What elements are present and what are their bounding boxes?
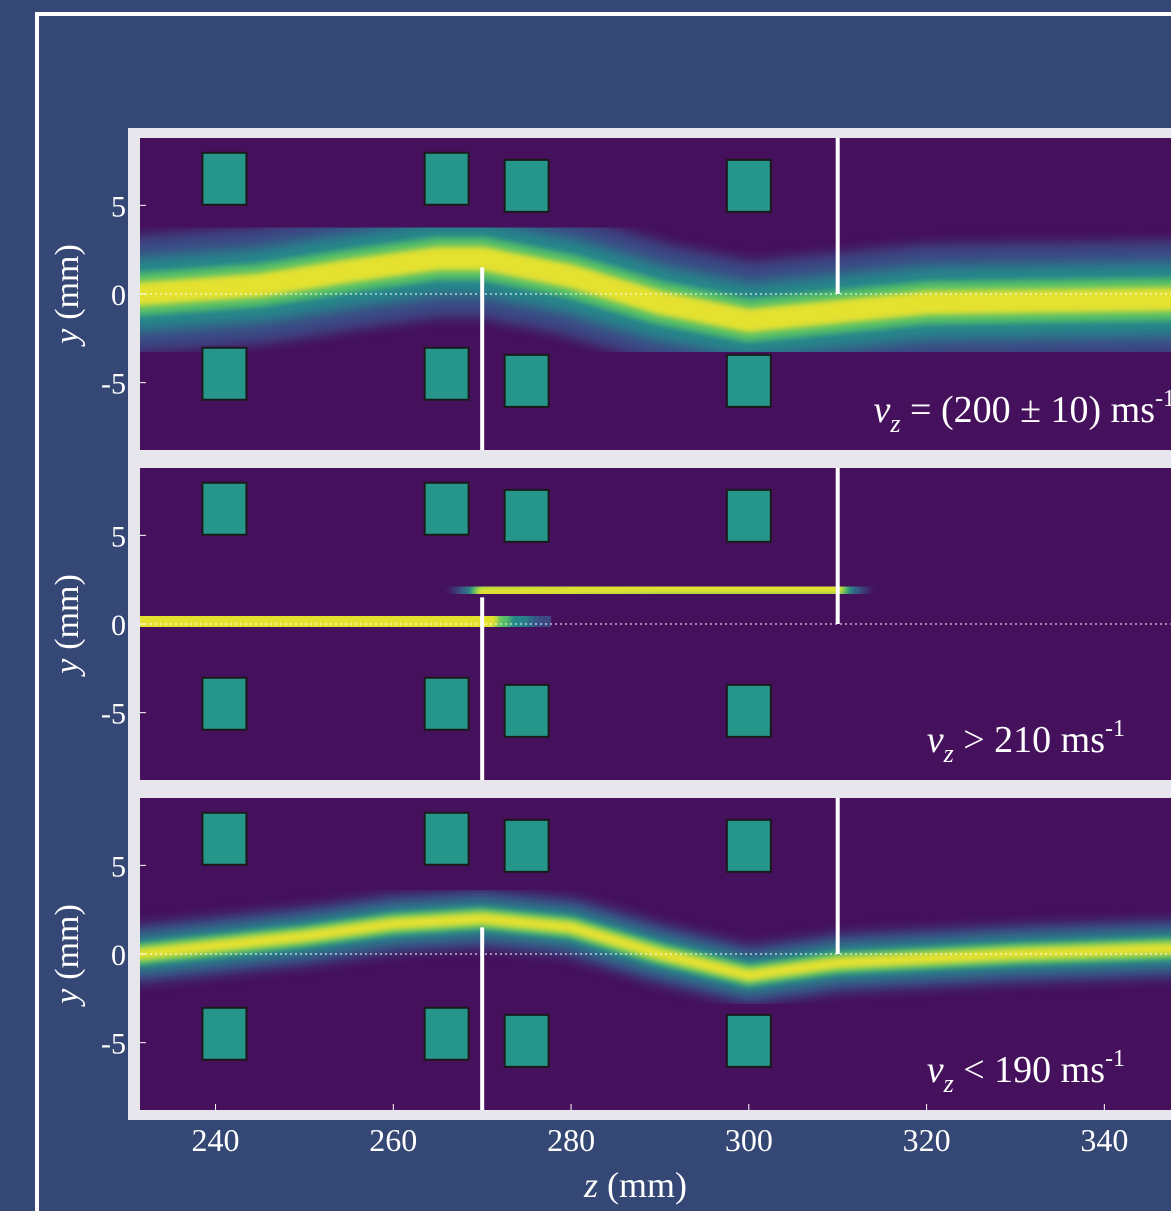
magnet bbox=[725, 683, 772, 738]
magnet bbox=[201, 481, 248, 536]
annotation-sub: z bbox=[889, 409, 900, 438]
magnet bbox=[423, 151, 470, 206]
magnet bbox=[725, 818, 772, 873]
magnet bbox=[503, 353, 550, 408]
y-tick-label: -5 bbox=[101, 368, 126, 401]
annotation-sup: -1 bbox=[1105, 1046, 1125, 1072]
magnet bbox=[503, 683, 550, 738]
y-tick-label: 5 bbox=[111, 190, 126, 223]
annotation-text: > 210 ms bbox=[954, 719, 1105, 761]
y-label: y (mm) bbox=[49, 244, 86, 347]
annotation-text: < 190 ms bbox=[954, 1049, 1105, 1091]
beam bbox=[140, 246, 1171, 333]
y-tick-label: -5 bbox=[101, 1028, 126, 1061]
x-tick-label: 320 bbox=[903, 1122, 951, 1158]
magnet bbox=[503, 158, 550, 213]
annotation: vz > 210 ms-1 bbox=[927, 716, 1125, 768]
y-tick-label: -5 bbox=[101, 698, 126, 731]
plot bbox=[140, 798, 1171, 1110]
annotation: vz = (200 ± 10) ms-1 bbox=[874, 386, 1171, 438]
poster-frame bbox=[35, 12, 1171, 1211]
plot bbox=[140, 138, 1171, 450]
magnet bbox=[503, 818, 550, 873]
y-tick-label: 0 bbox=[111, 609, 126, 642]
magnet bbox=[423, 676, 470, 731]
magnet bbox=[201, 346, 248, 401]
magnet bbox=[503, 1013, 550, 1068]
annotation-sub: z bbox=[943, 739, 954, 768]
annotation-sup: -1 bbox=[1155, 386, 1171, 412]
annotation-sup: -1 bbox=[1105, 716, 1125, 742]
y-label-var: y bbox=[49, 328, 86, 347]
magnet bbox=[201, 151, 248, 206]
magnet bbox=[725, 158, 772, 213]
magnet bbox=[423, 481, 470, 536]
annotation-var: v bbox=[874, 389, 891, 431]
x-label-unit: (mm) bbox=[607, 1165, 687, 1205]
y-label: y (mm) bbox=[49, 574, 86, 677]
y-label-unit: (mm) bbox=[49, 904, 86, 980]
beam bbox=[140, 602, 499, 640]
y-label-unit: (mm) bbox=[49, 574, 86, 650]
y-tick-label: 5 bbox=[111, 850, 126, 883]
annotation-var: v bbox=[927, 1049, 944, 1091]
y-label-var: y bbox=[49, 988, 86, 1007]
y-label-var: y bbox=[49, 658, 86, 677]
magnet bbox=[725, 1013, 772, 1068]
x-tick-label: 280 bbox=[547, 1122, 595, 1158]
annotation: vz < 190 ms-1 bbox=[927, 1046, 1125, 1098]
annotation-var: v bbox=[927, 719, 944, 761]
y-label: y (mm) bbox=[49, 904, 86, 1007]
y-tick-label: 5 bbox=[111, 520, 126, 553]
y-tick-label: 0 bbox=[111, 939, 126, 972]
magnet bbox=[503, 488, 550, 543]
beam bbox=[476, 582, 844, 599]
magnet bbox=[423, 1006, 470, 1061]
x-tick-label: 260 bbox=[369, 1122, 417, 1158]
x-label: z (mm) bbox=[583, 1165, 687, 1205]
annotation-sub: z bbox=[943, 1069, 954, 1098]
x-tick-label: 300 bbox=[725, 1122, 773, 1158]
magnet bbox=[423, 811, 470, 866]
magnet bbox=[201, 1006, 248, 1061]
magnet bbox=[201, 676, 248, 731]
x-tick-label: 240 bbox=[192, 1122, 240, 1158]
x-label-var: z bbox=[583, 1165, 598, 1205]
y-label-unit: (mm) bbox=[49, 244, 86, 320]
magnet bbox=[725, 353, 772, 408]
magnet bbox=[725, 488, 772, 543]
annotation-text: = (200 ± 10) ms bbox=[901, 389, 1155, 431]
magnet bbox=[201, 811, 248, 866]
x-tick-label: 340 bbox=[1080, 1122, 1128, 1158]
y-tick-label: 0 bbox=[111, 279, 126, 312]
plot bbox=[140, 468, 1171, 780]
beam bbox=[140, 912, 1171, 982]
magnet bbox=[423, 346, 470, 401]
